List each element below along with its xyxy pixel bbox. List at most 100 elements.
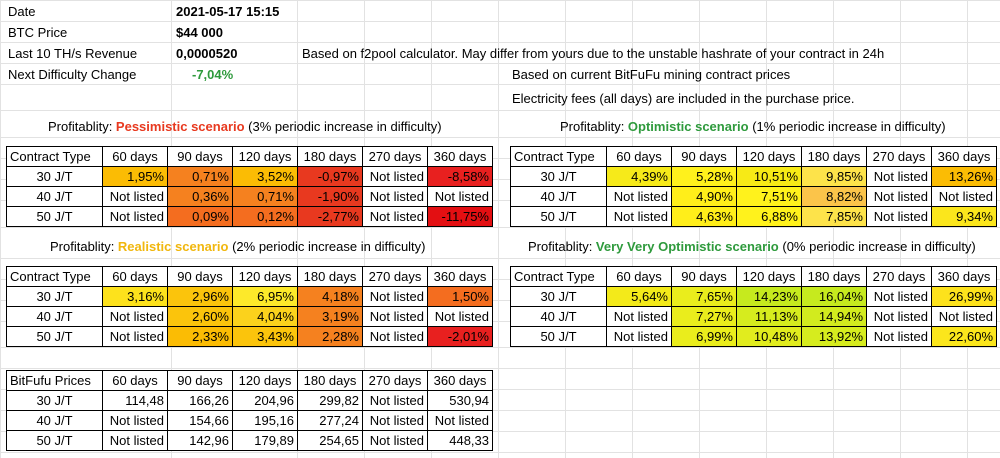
value-cell[interactable]: -2,77% [297,206,363,227]
row-label-cell[interactable]: 50 J/T [510,326,607,347]
value-cell[interactable]: 14,23% [736,286,802,307]
value-cell[interactable]: 4,63% [671,206,737,227]
header-cell[interactable]: 90 days [167,146,233,167]
value-cell[interactable]: Not listed [102,186,168,207]
value-cell[interactable]: 6,88% [736,206,802,227]
value-cell[interactable]: 4,39% [606,166,672,187]
value-cell[interactable]: 0,09% [167,206,233,227]
value-cell[interactable]: Not listed [362,166,428,187]
row-label-cell[interactable]: 30 J/T [510,166,607,187]
header-cell[interactable]: Contract Type [510,266,607,287]
value-cell[interactable]: 166,26 [167,390,233,411]
value-cell[interactable]: 7,51% [736,186,802,207]
value-cell[interactable]: Not listed [606,326,672,347]
header-cell[interactable]: 60 days [102,370,168,391]
value-cell[interactable]: Not listed [931,186,997,207]
value-cell[interactable]: 22,60% [931,326,997,347]
value-cell[interactable]: 154,66 [167,410,233,431]
header-cell[interactable]: 270 days [362,146,428,167]
value-cell[interactable]: Not listed [362,206,428,227]
value-cell[interactable]: 0,71% [167,166,233,187]
header-cell[interactable]: Contract Type [510,146,607,167]
value-cell[interactable]: 2,28% [297,326,363,347]
header-cell[interactable]: Contract Type [6,266,103,287]
value-cell[interactable]: 26,99% [931,286,997,307]
value-cell[interactable]: 2,96% [167,286,233,307]
value-cell[interactable]: 4,90% [671,186,737,207]
value-cell[interactable]: 2,60% [167,306,233,327]
value-cell[interactable]: -8,58% [427,166,493,187]
value-cell[interactable]: 14,94% [801,306,867,327]
value-cell[interactable]: Not listed [606,306,672,327]
difficulty-value[interactable]: -7,04% [192,67,234,82]
header-cell[interactable]: 120 days [736,266,802,287]
value-cell[interactable]: 448,33 [427,430,493,451]
value-cell[interactable]: 3,16% [102,286,168,307]
value-cell[interactable]: Not listed [362,390,428,411]
value-cell[interactable]: 7,65% [671,286,737,307]
row-label-cell[interactable]: 40 J/T [6,306,103,327]
value-cell[interactable]: 0,12% [232,206,298,227]
row-label-cell[interactable]: 50 J/T [510,206,607,227]
header-cell[interactable]: 90 days [167,266,233,287]
row-label-cell[interactable]: 30 J/T [6,286,103,307]
value-cell[interactable]: 7,27% [671,306,737,327]
btc-price-value[interactable]: $44 000 [176,25,223,40]
value-cell[interactable]: 9,34% [931,206,997,227]
value-cell[interactable]: 3,52% [232,166,298,187]
value-cell[interactable]: Not listed [362,306,428,327]
value-cell[interactable]: 5,28% [671,166,737,187]
value-cell[interactable]: 3,19% [297,306,363,327]
value-cell[interactable]: Not listed [427,306,493,327]
value-cell[interactable]: 254,65 [297,430,363,451]
value-cell[interactable]: Not listed [362,186,428,207]
value-cell[interactable]: 7,85% [801,206,867,227]
value-cell[interactable]: 299,82 [297,390,363,411]
header-cell[interactable]: 270 days [362,370,428,391]
header-cell[interactable]: 120 days [736,146,802,167]
value-cell[interactable]: 114,48 [102,390,168,411]
value-cell[interactable]: 3,43% [232,326,298,347]
value-cell[interactable]: 13,92% [801,326,867,347]
header-cell[interactable]: 360 days [931,266,997,287]
header-cell[interactable]: 180 days [801,266,867,287]
value-cell[interactable]: Not listed [102,410,168,431]
header-cell[interactable]: 180 days [297,146,363,167]
value-cell[interactable]: Not listed [606,206,672,227]
value-cell[interactable]: Not listed [606,186,672,207]
value-cell[interactable]: Not listed [866,286,932,307]
value-cell[interactable]: 4,18% [297,286,363,307]
value-cell[interactable]: 6,99% [671,326,737,347]
value-cell[interactable]: 277,24 [297,410,363,431]
value-cell[interactable]: 10,51% [736,166,802,187]
header-cell[interactable]: 60 days [102,266,168,287]
header-cell[interactable]: 120 days [232,266,298,287]
value-cell[interactable]: Not listed [102,430,168,451]
value-cell[interactable]: 16,04% [801,286,867,307]
header-cell[interactable]: 120 days [232,146,298,167]
value-cell[interactable]: 530,94 [427,390,493,411]
header-cell[interactable]: 360 days [427,266,493,287]
value-cell[interactable]: -2,01% [427,326,493,347]
row-label-cell[interactable]: 40 J/T [6,186,103,207]
header-cell[interactable]: 90 days [671,146,737,167]
value-cell[interactable]: Not listed [362,430,428,451]
value-cell[interactable]: Not listed [866,206,932,227]
value-cell[interactable]: 1,95% [102,166,168,187]
header-cell[interactable]: 60 days [606,146,672,167]
value-cell[interactable]: 142,96 [167,430,233,451]
header-cell[interactable]: 180 days [801,146,867,167]
row-label-cell[interactable]: 50 J/T [6,430,103,451]
header-cell[interactable]: 270 days [362,266,428,287]
header-cell[interactable]: 270 days [866,266,932,287]
value-cell[interactable]: 11,13% [736,306,802,327]
header-cell[interactable]: 60 days [102,146,168,167]
row-label-cell[interactable]: 30 J/T [6,390,103,411]
value-cell[interactable]: 10,48% [736,326,802,347]
value-cell[interactable]: 1,50% [427,286,493,307]
value-cell[interactable]: Not listed [102,206,168,227]
row-label-cell[interactable]: 50 J/T [6,206,103,227]
value-cell[interactable]: -1,90% [297,186,363,207]
value-cell[interactable]: 9,85% [801,166,867,187]
value-cell[interactable]: 5,64% [606,286,672,307]
